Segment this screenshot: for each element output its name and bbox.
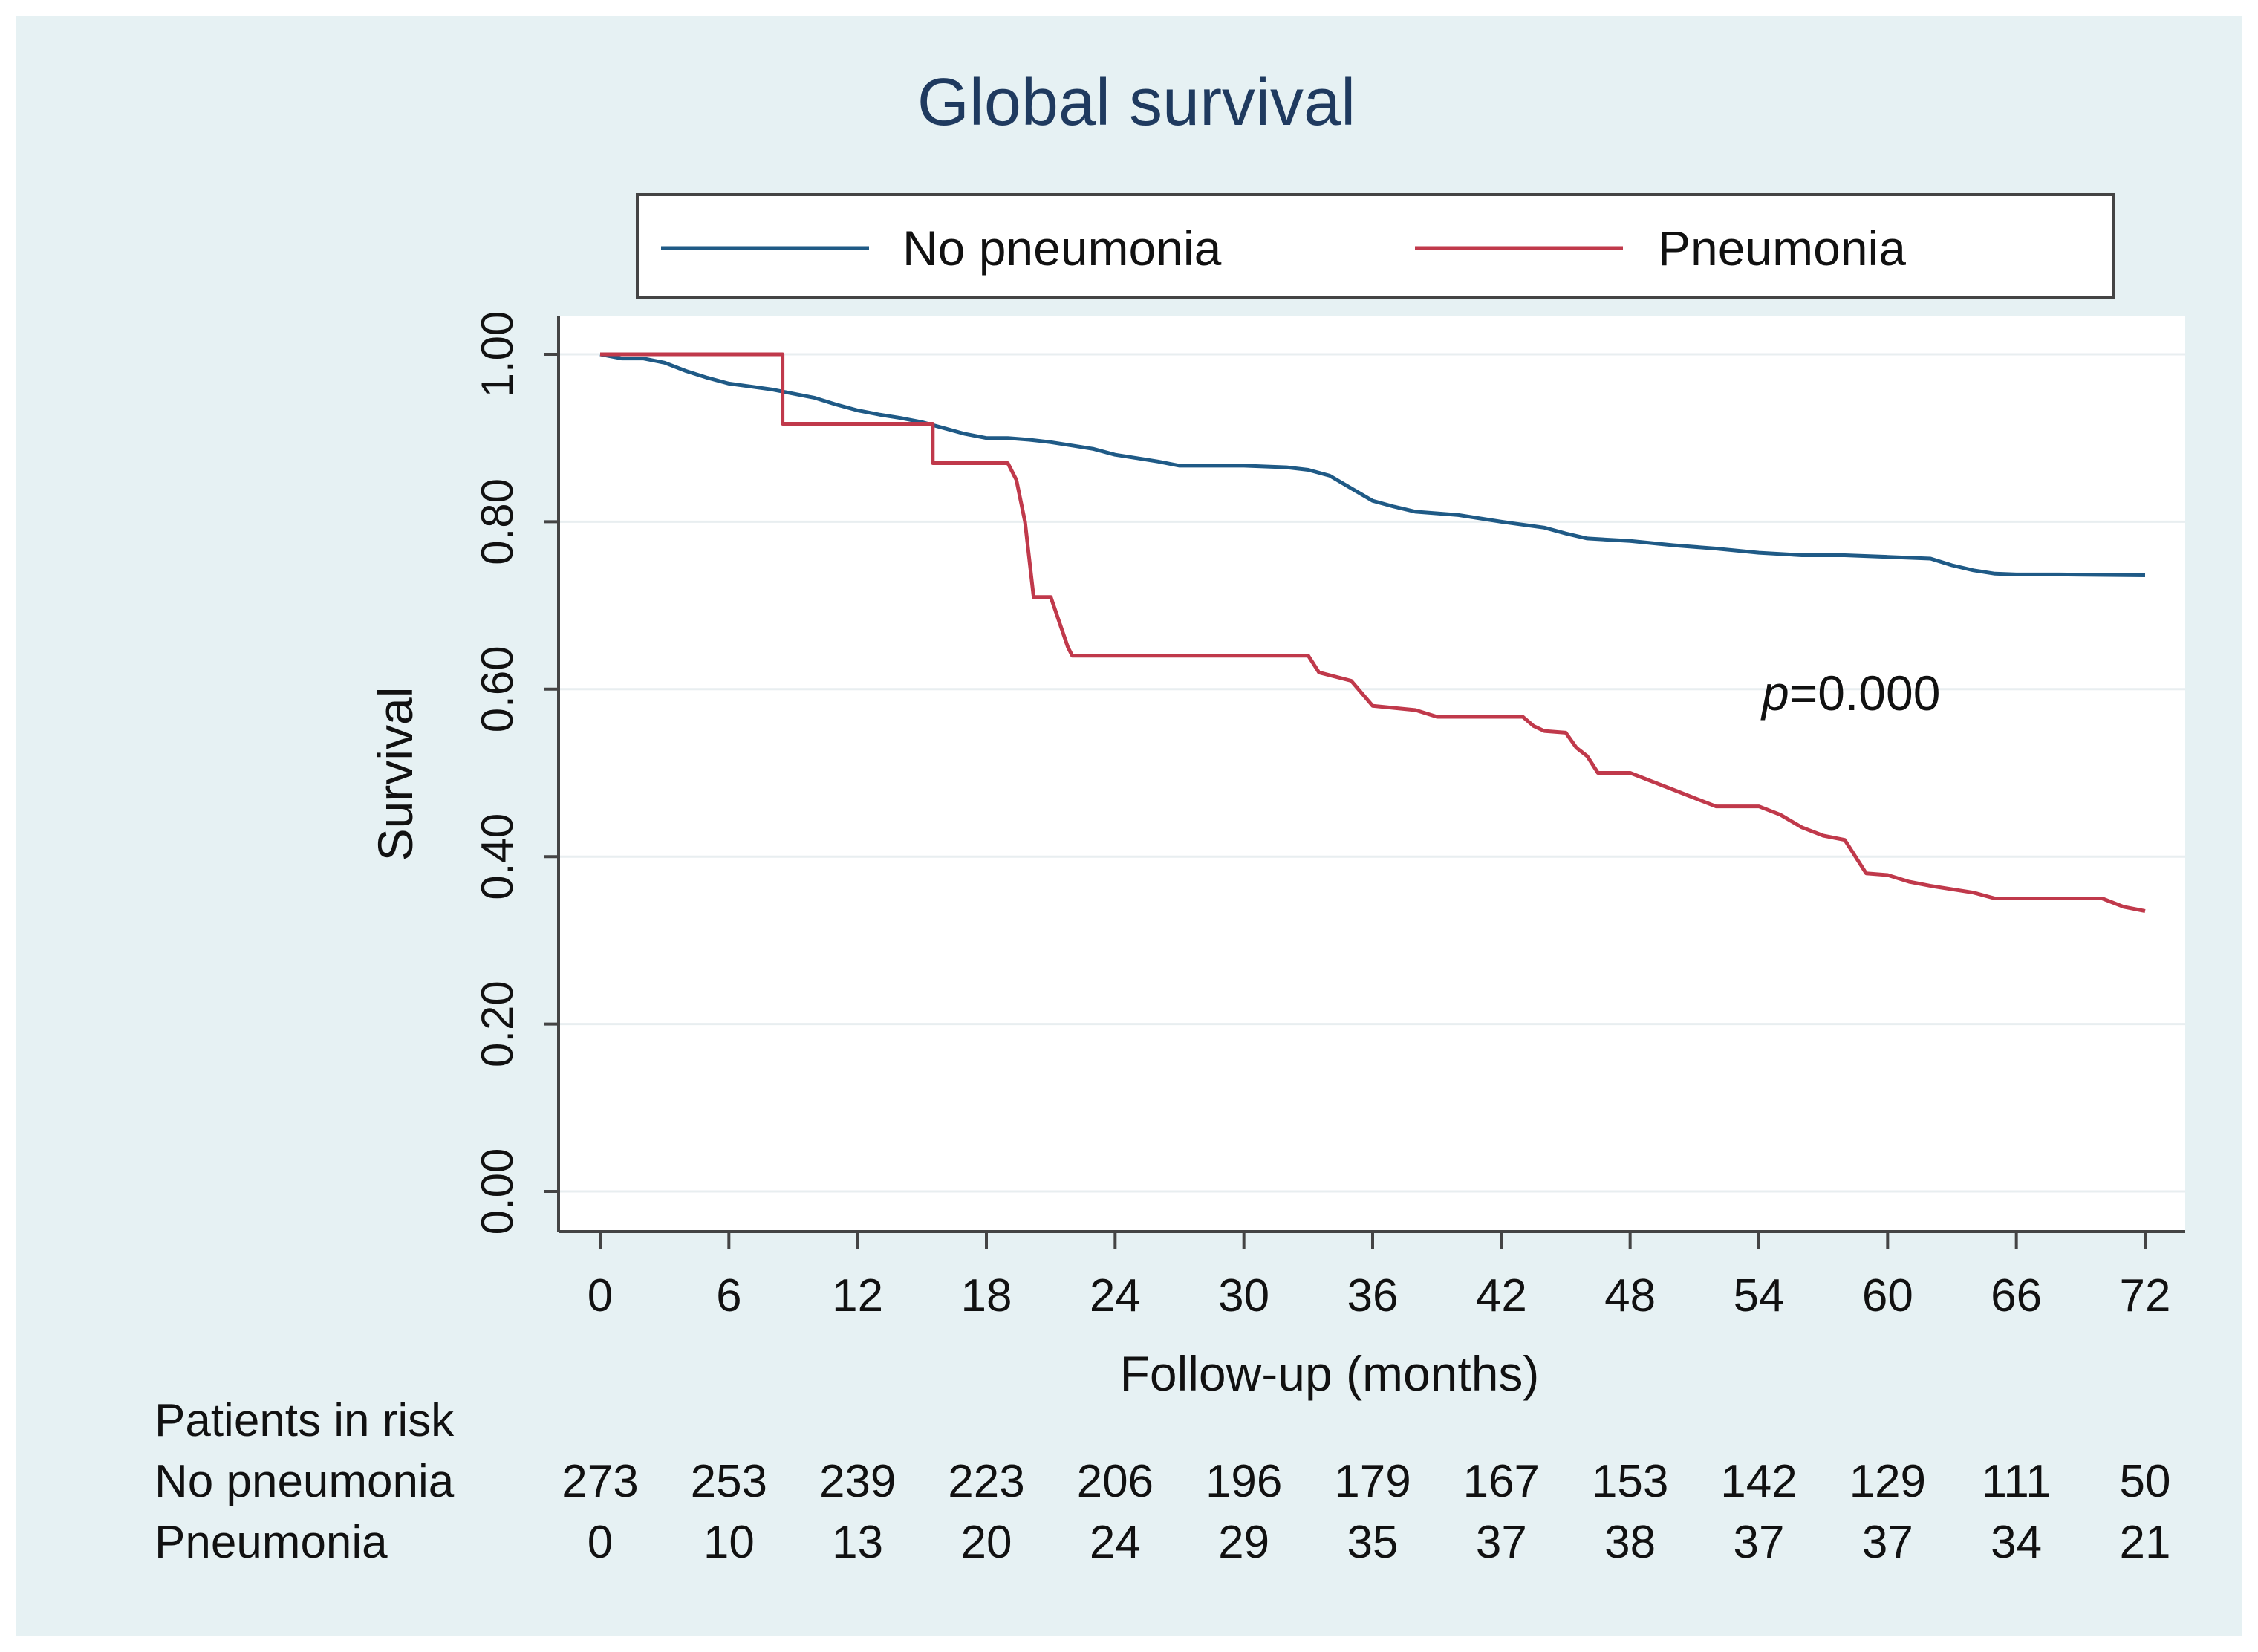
risk-cell: 129 bbox=[1849, 1456, 1926, 1507]
risk-cell: 179 bbox=[1334, 1456, 1411, 1507]
plot-area bbox=[559, 316, 2185, 1232]
risk-cell: 21 bbox=[2120, 1517, 2171, 1568]
risk-cell: 37 bbox=[1862, 1517, 1913, 1568]
x-tick-label: 48 bbox=[1604, 1270, 1656, 1321]
grid-lines bbox=[560, 353, 2185, 1193]
series-group bbox=[599, 352, 2146, 913]
risk-cell: 34 bbox=[1991, 1517, 2042, 1568]
x-tick-label: 6 bbox=[716, 1270, 741, 1321]
p-value-text: =0.000 bbox=[1789, 666, 1941, 721]
y-tick-label: 0.60 bbox=[472, 645, 522, 732]
p-value-symbol: p bbox=[1760, 666, 1789, 721]
risk-cell: 239 bbox=[819, 1456, 896, 1507]
x-tick-label: 60 bbox=[1862, 1270, 1913, 1321]
risk-row-label-no-pneumonia: No pneumonia bbox=[154, 1456, 455, 1507]
y-tick-label: 0.80 bbox=[472, 478, 522, 565]
risk-cell: 223 bbox=[948, 1456, 1024, 1507]
risk-cell: 29 bbox=[1218, 1517, 1269, 1568]
risk-cell: 13 bbox=[832, 1517, 883, 1568]
y-tick-label: 1.00 bbox=[472, 311, 522, 398]
risk-cell: 24 bbox=[1090, 1517, 1141, 1568]
legend-label-no-pneumonia: No pneumonia bbox=[902, 221, 1222, 276]
risk-cell: 0 bbox=[588, 1517, 613, 1568]
y-tick-label: 0.20 bbox=[472, 981, 522, 1067]
x-tick-label: 24 bbox=[1090, 1270, 1141, 1321]
risk-cell: 20 bbox=[961, 1517, 1012, 1568]
x-ticks: 0 6 12 18 24 30 36 42 48 54 60 66 72 bbox=[588, 1232, 2171, 1321]
risk-cell: 142 bbox=[1720, 1456, 1797, 1507]
risk-cell: 111 bbox=[1982, 1456, 2052, 1507]
risk-cell: 50 bbox=[2120, 1456, 2171, 1507]
legend: No pneumonia Pneumonia bbox=[636, 193, 2115, 299]
legend-box bbox=[636, 193, 2115, 299]
x-tick-label: 0 bbox=[588, 1270, 613, 1321]
risk-cell: 273 bbox=[562, 1456, 638, 1507]
series-line-no-pneumonia bbox=[599, 352, 2146, 577]
x-tick-label: 30 bbox=[1218, 1270, 1269, 1321]
risk-cell: 37 bbox=[1476, 1517, 1527, 1568]
risk-cell: 38 bbox=[1604, 1517, 1656, 1568]
series-line-pneumonia bbox=[600, 352, 2146, 913]
y-tick-label: 0.00 bbox=[472, 1148, 522, 1235]
x-tick-label: 42 bbox=[1476, 1270, 1527, 1321]
x-tick-label: 18 bbox=[961, 1270, 1012, 1321]
x-tick-label: 36 bbox=[1347, 1270, 1399, 1321]
x-tick-label: 66 bbox=[1991, 1270, 2042, 1321]
x-tick-label: 12 bbox=[832, 1270, 883, 1321]
legend-label-pneumonia: Pneumonia bbox=[1658, 221, 1906, 276]
x-tick-label: 54 bbox=[1734, 1270, 1785, 1321]
x-tick-label: 72 bbox=[2120, 1270, 2171, 1321]
risk-cell: 206 bbox=[1077, 1456, 1154, 1507]
y-axis-label: Survival bbox=[368, 687, 423, 862]
x-axis-label: Follow-up (months) bbox=[1120, 1346, 1540, 1401]
risk-table-heading: Patients in risk bbox=[154, 1395, 455, 1446]
risk-cell: 253 bbox=[691, 1456, 767, 1507]
risk-cell: 37 bbox=[1734, 1517, 1785, 1568]
risk-cell: 196 bbox=[1206, 1456, 1282, 1507]
risk-cell: 167 bbox=[1463, 1456, 1540, 1507]
risk-cell: 10 bbox=[703, 1517, 755, 1568]
y-ticks: 0.00 0.20 0.40 0.60 0.80 1.00 bbox=[472, 311, 559, 1235]
risk-cell: 35 bbox=[1347, 1517, 1399, 1568]
p-value-annotation: p=0.000 bbox=[1760, 666, 1940, 721]
y-tick-label: 0.40 bbox=[472, 813, 522, 900]
risk-cell: 153 bbox=[1592, 1456, 1668, 1507]
risk-table: Patients in risk No pneumonia Pneumonia … bbox=[154, 1395, 2170, 1568]
chart-title: Global survival bbox=[917, 65, 1356, 140]
risk-row-label-pneumonia: Pneumonia bbox=[154, 1517, 388, 1568]
